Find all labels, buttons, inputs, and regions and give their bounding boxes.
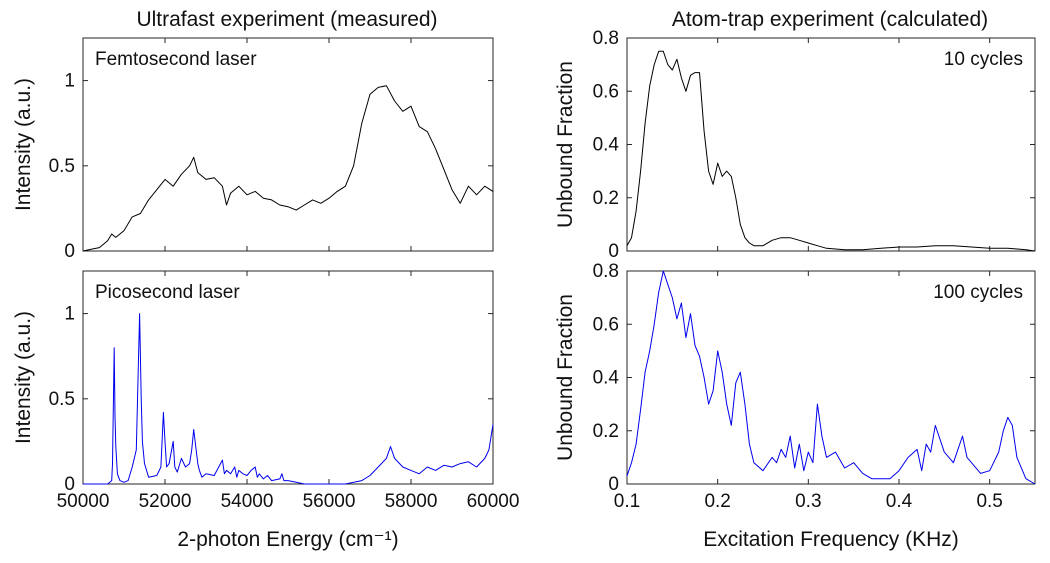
x-tick-label: 0.2: [704, 491, 730, 512]
panel-annotation: Femtosecond laser: [95, 49, 257, 70]
y-tick-label: 0: [64, 241, 75, 262]
x-tick-label: 60000: [467, 491, 520, 512]
x-axis-label: 2-photon Energy (cm⁻¹): [177, 528, 398, 551]
series-line: [82, 85, 494, 252]
y-tick-label: 0.2: [593, 421, 619, 442]
y-axis-label: Intensity (a.u.): [12, 311, 35, 444]
series-line: [626, 50, 1036, 252]
y-tick-label: 0.5: [49, 389, 75, 410]
x-tick-label: 0.3: [795, 491, 821, 512]
panel-annotation: 100 cycles: [933, 282, 1023, 303]
panel-annotation: Picosecond laser: [95, 282, 240, 303]
series-line: [626, 270, 1036, 485]
panel-annotation: 10 cycles: [944, 49, 1023, 70]
y-tick-label: 0.6: [593, 81, 619, 102]
left-column-title: Ultrafast experiment (measured): [136, 8, 437, 31]
100-cycles-panel: 0 0.2 0.4 0.6 0.8 0.1 0.2 0.3 0.4 0.5 Unbound Frac…: [554, 261, 1036, 551]
y-tick-label: 0.8: [593, 261, 619, 282]
y-tick-label: 0.4: [593, 135, 620, 156]
plot-frame: [82, 270, 494, 485]
y-tick-label: 0: [608, 241, 619, 262]
y-tick-label: 0.6: [593, 314, 619, 335]
plot-frame: [82, 37, 494, 252]
y-tick-label: 0.5: [49, 156, 75, 177]
series-line: [83, 313, 494, 485]
femtosecond-panel: 0 0.5 1 Intensity (a.u.) Femtosecond laser: [12, 37, 494, 262]
x-tick-label: 0.4: [886, 491, 913, 512]
y-axis-label: Unbound Fraction: [554, 294, 577, 461]
picosecond-panel: 0 0.5 1 50000 52000 54000 56000 58000 60000 Inten…: [12, 270, 520, 551]
y-tick-label: 0.4: [593, 368, 620, 389]
y-axis-label: Intensity (a.u.): [12, 78, 35, 211]
x-tick-label: 58000: [385, 491, 438, 512]
x-axis-label: Excitation Frequency (KHz): [703, 528, 959, 551]
y-tick-label: 0.2: [593, 188, 619, 209]
x-tick-label: 54000: [221, 491, 274, 512]
y-tick-label: 0: [608, 474, 619, 495]
x-tick-label: 0.1: [614, 491, 640, 512]
x-tick-label: 56000: [303, 491, 356, 512]
10-cycles-panel: 0 0.2 0.4 0.6 0.8 Unbound Fraction 10 cycles: [554, 28, 1036, 262]
x-tick-label: 0.5: [976, 491, 1002, 512]
y-tick-label: 0: [64, 474, 75, 495]
x-tick-label: 50000: [57, 491, 110, 512]
x-tick-label: 52000: [139, 491, 192, 512]
y-axis-label: Unbound Fraction: [554, 61, 577, 228]
right-column-title: Atom-trap experiment (calculated): [672, 8, 988, 31]
y-tick-label: 1: [64, 71, 75, 92]
y-tick-label: 0.8: [593, 28, 619, 49]
y-tick-label: 1: [64, 304, 75, 325]
